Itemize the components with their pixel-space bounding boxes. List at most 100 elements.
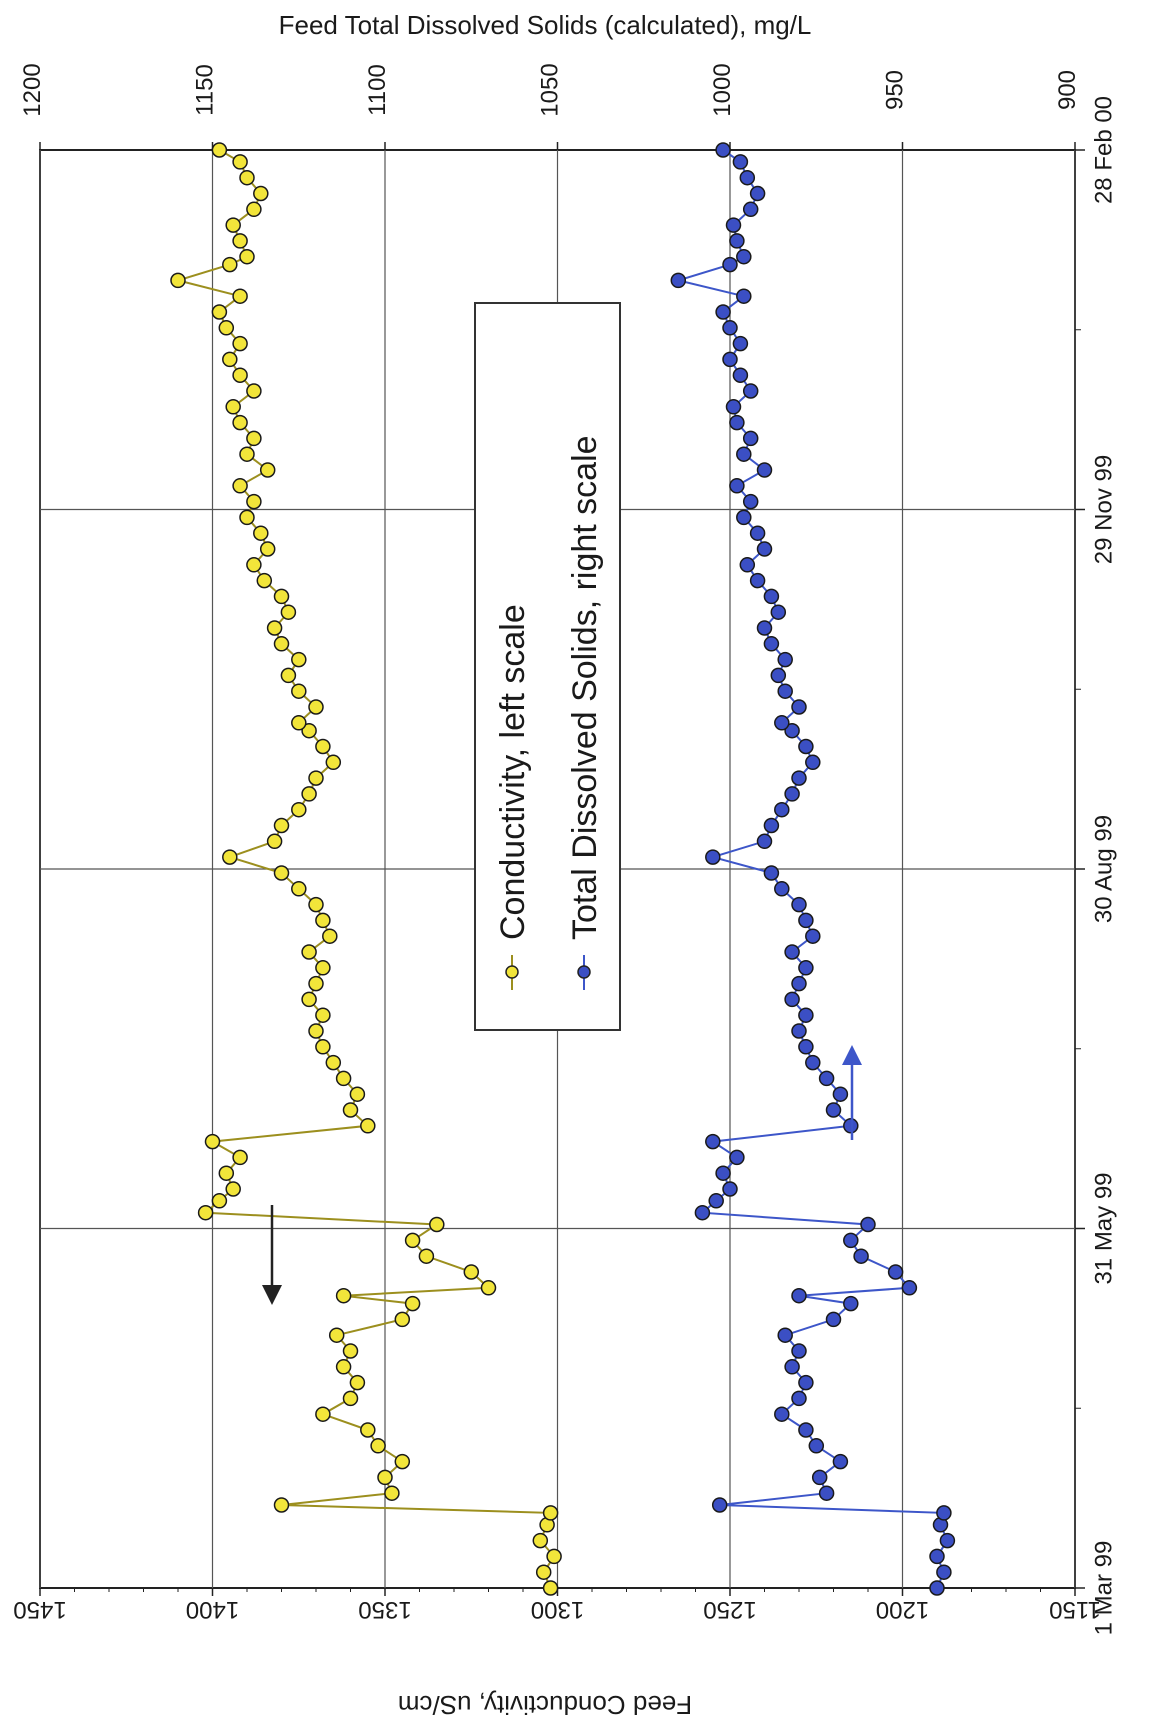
series-0-point <box>273 865 290 881</box>
left-tick-label: 1450 <box>13 1596 66 1623</box>
series-0-point <box>325 754 342 771</box>
series-1-point <box>791 770 807 786</box>
series-0-point <box>328 1327 345 1343</box>
series-0-point <box>308 896 324 913</box>
series-1-point <box>670 272 687 289</box>
series-0-point <box>259 541 276 557</box>
series-0-point <box>322 928 338 944</box>
series-0-point <box>384 1485 400 1501</box>
series-0-point <box>535 1564 552 1580</box>
series-1-point <box>749 525 766 541</box>
series-0-point <box>222 256 238 273</box>
left-tick-label: 1250 <box>703 1596 756 1623</box>
series-1-point <box>784 1359 800 1375</box>
series-1-point <box>936 1505 952 1521</box>
series-1-point <box>798 738 814 755</box>
series-1-point <box>756 833 773 850</box>
series-1-point <box>729 478 745 494</box>
series-0-point <box>291 801 307 818</box>
series-0-point <box>266 833 283 850</box>
series-0-point <box>463 1264 480 1280</box>
series-0-point <box>218 1165 235 1181</box>
series-1-point <box>774 1406 790 1422</box>
series-0-point <box>315 912 331 929</box>
series-0-point <box>370 1438 386 1454</box>
legend-item-conductivity: Conductivity, left scale <box>494 604 532 990</box>
series-0-point <box>266 620 283 636</box>
series-1-point <box>729 1149 745 1166</box>
series-1-point <box>929 1548 945 1565</box>
series-0-point <box>335 1359 352 1375</box>
series-1-point <box>784 991 800 1008</box>
series-1-point <box>805 754 821 771</box>
legend-item-tds: Total Dissolved Solids, right scale <box>566 435 604 990</box>
series-1-point <box>763 865 780 881</box>
series-0-point <box>239 169 255 186</box>
series-0-point <box>301 991 317 1008</box>
series-1-point <box>742 383 759 399</box>
left-tick-label: 1350 <box>358 1596 411 1623</box>
series-1-point <box>887 1264 904 1280</box>
series-0-point <box>246 201 262 218</box>
series-0-point <box>404 1295 421 1312</box>
series-1-point <box>715 142 731 158</box>
series-1-point <box>694 1204 711 1221</box>
series-0-point <box>291 651 307 668</box>
series-0-point <box>232 414 248 431</box>
series-0-point <box>542 1505 559 1521</box>
series-1-point <box>843 1232 859 1249</box>
series-0-point <box>301 722 317 739</box>
series-0-point <box>546 1548 562 1565</box>
series-1-point <box>805 928 821 944</box>
series-1-point <box>791 975 807 992</box>
axis-arrow-right-series <box>842 1045 862 1140</box>
series-1-point <box>705 849 721 865</box>
series-1-point <box>774 801 790 818</box>
series-1-point <box>853 1248 869 1264</box>
series-0-point <box>232 154 248 170</box>
series-0-point <box>342 1343 359 1359</box>
date-tick-label: 1 Mar 99 <box>1090 1541 1117 1636</box>
series-0-point <box>315 738 331 755</box>
series-0-point <box>232 367 248 383</box>
series-1-point <box>774 715 790 731</box>
legend-conductivity-label: Conductivity, left scale <box>494 604 532 940</box>
series-0-point <box>204 1133 221 1150</box>
series-0-point <box>480 1280 497 1296</box>
series-1-point <box>805 1054 821 1071</box>
series-1-point <box>774 881 790 897</box>
series-1-point <box>832 1453 849 1470</box>
series-1-point <box>798 912 814 929</box>
series-0-point <box>315 1039 331 1055</box>
series-0-point <box>211 304 228 320</box>
right-tick-label: 1150 <box>192 64 219 116</box>
series-0-point <box>246 493 262 510</box>
series-0-point <box>291 715 307 731</box>
series-1-point <box>798 1007 814 1023</box>
left-tick-label: 1300 <box>531 1596 584 1623</box>
series-0-point <box>308 699 324 715</box>
series-0-point <box>253 185 269 202</box>
series-0-point <box>301 786 317 802</box>
series-1-point <box>832 1086 849 1102</box>
series-1-point <box>715 1165 731 1181</box>
series-1-point <box>798 1374 814 1391</box>
series-1-point <box>749 185 766 202</box>
series-0-point <box>222 351 238 368</box>
axis-arrow-left-series <box>262 1205 282 1305</box>
series-1-point <box>705 1133 721 1150</box>
series-1-point <box>818 1070 835 1087</box>
series-1-point <box>715 304 731 320</box>
series-0-point <box>273 817 290 834</box>
series-1-point <box>722 256 738 273</box>
series-0-point <box>218 320 235 336</box>
series-1-point <box>777 651 793 668</box>
series-0-point <box>273 1497 290 1513</box>
date-tick-label: 28 Feb 00 <box>1090 96 1117 204</box>
right-tick-label: 1100 <box>364 64 391 116</box>
legend-tds-marker <box>577 965 591 979</box>
series-0-point <box>308 1023 324 1039</box>
series-1-point <box>711 1497 728 1513</box>
series-1-point <box>732 335 749 352</box>
